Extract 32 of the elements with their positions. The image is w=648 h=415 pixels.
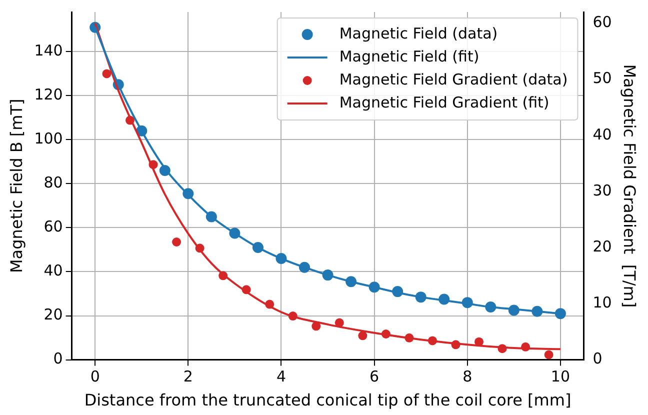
point — [358, 331, 368, 340]
legend-label: Magnetic Field Gradient (data) — [339, 70, 568, 88]
y2-tick-label: 40 — [592, 125, 612, 144]
y-tick-label: 0 — [53, 350, 63, 368]
y2-axis-title: Magnetic Field Gradient [T/m] — [620, 64, 640, 308]
x-tick-label: 8 — [462, 368, 472, 386]
legend-label: Magnetic Field (data) — [339, 24, 498, 42]
y2-tick-label: 20 — [592, 237, 612, 256]
y2-tick-label: 0 — [592, 350, 602, 368]
y2-tick-label: 60 — [592, 13, 612, 32]
y2-tick-label: 30 — [592, 181, 612, 200]
y2-tick-label: 50 — [592, 69, 612, 88]
legend-label: Magnetic Field (fit) — [339, 47, 480, 66]
y-tick-label: 120 — [34, 86, 63, 104]
x-tick-label: 0 — [90, 368, 100, 386]
y-tick-label: 100 — [34, 130, 63, 148]
point — [172, 237, 182, 246]
x-tick-label: 2 — [183, 368, 193, 386]
y-tick-label: 140 — [34, 42, 63, 60]
point — [102, 69, 112, 78]
legend-label: Magnetic Field Gradient (fit) — [339, 93, 550, 112]
x-tick-label: 4 — [276, 368, 286, 386]
x-tick-label: 6 — [370, 368, 380, 386]
y-tick-label: 60 — [44, 218, 63, 236]
y-tick-label: 40 — [44, 262, 63, 280]
y-tick-label: 80 — [44, 174, 63, 192]
point — [544, 350, 554, 360]
x-tick-label: 10 — [550, 368, 570, 386]
y-axis-title: Magnetic Field B [mT] — [6, 98, 26, 274]
y-tick-label: 20 — [44, 306, 63, 324]
y2-tick-label: 10 — [592, 294, 612, 312]
x-axis-title: Distance from the truncated conical tip of the coil core [mm] — [84, 390, 572, 410]
